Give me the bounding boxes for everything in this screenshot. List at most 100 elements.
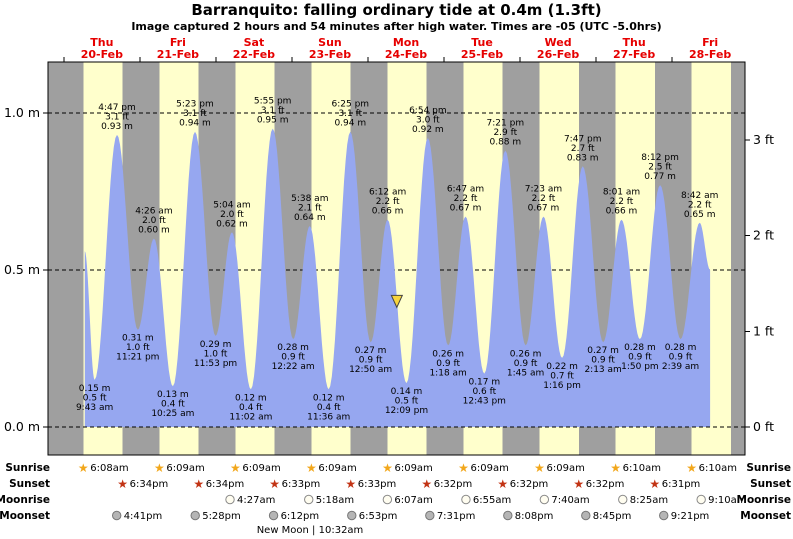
tide-event-label: 0.65 m [684, 210, 716, 220]
sunset-star-icon: ★ [497, 477, 508, 491]
almanac-entries: ★ 6:08am ★ 6:09am ★ 6:09am ★ 6:09am ★ 6:09am ★ 6:09… [78, 461, 747, 522]
day-label-dow: Sun [318, 36, 342, 49]
tide-event-label: 0.26 m [510, 349, 542, 359]
sunset-time: 6:32pm [586, 479, 625, 490]
tide-event-label: 1:18 am [429, 368, 466, 378]
moonrise-label-left: Moonrise [0, 494, 50, 506]
moonrise-moon-icon [461, 494, 471, 505]
sunrise-star-icon: ★ [306, 461, 317, 475]
moonset-moon-icon [581, 510, 591, 521]
right-axis-label: 2 ft [753, 228, 774, 243]
tide-event-label: 2:13 am [584, 365, 621, 375]
day-label-dow: Wed [545, 36, 572, 49]
tide-event-label: 0.15 m [79, 384, 111, 394]
day-label-date: 27-Feb [613, 48, 655, 61]
sunset-time: 6:33pm [282, 479, 321, 490]
sunrise-time: 6:10am [699, 463, 737, 474]
moonrise-time: 7:40am [551, 495, 589, 506]
tide-event-label: 0.94 m [334, 119, 366, 129]
sunrise-time: 6:09am [318, 463, 356, 474]
sunset-star-icon: ★ [117, 477, 128, 491]
tide-event-label: 0.60 m [138, 226, 170, 236]
sunset-label-left: Sunset [9, 478, 50, 490]
left-axis-label: 0.5 m [4, 262, 40, 277]
moonset-time: 6:53pm [359, 511, 398, 522]
sunset-star-icon: ★ [649, 477, 660, 491]
tide-event-label: 0.17 m [468, 378, 500, 388]
tide-event-label: 3.1 ft [261, 106, 285, 116]
tide-event-label: 5:04 am [213, 200, 250, 210]
tide-event-label: 1.0 ft [126, 343, 150, 353]
tide-event-label: 8:01 am [603, 188, 640, 198]
sunrise-time: 6:09am [547, 463, 585, 474]
moonrise-moon-icon [696, 494, 706, 505]
moonset-label-right: Moonset [740, 510, 791, 522]
day-label-date: 22-Feb [233, 48, 275, 61]
moonset-moon-icon [111, 510, 122, 521]
tide-event-label: 5:55 pm [254, 97, 292, 107]
tide-event-label: 2.2 ft [532, 194, 556, 204]
tide-event-label: 11:02 am [229, 412, 272, 422]
tide-curve-area [84, 128, 711, 427]
tide-event-label: 0.88 m [489, 138, 521, 148]
moonset-time: 8:45pm [593, 511, 632, 522]
sunrise-star-icon: ★ [230, 461, 241, 475]
tide-event-label: 0.66 m [606, 207, 638, 217]
tide-event-label: 0.4 ft [317, 403, 341, 413]
day-label-date: 26-Feb [537, 48, 579, 61]
moonset-moon-icon [268, 510, 279, 521]
tide-event-label: 12:43 pm [463, 397, 506, 407]
sunrise-star-icon: ★ [610, 461, 621, 475]
tide-event-label: 0.92 m [412, 125, 444, 135]
tide-event-label: 2.5 ft [648, 163, 672, 173]
moonrise-time: 8:25am [630, 495, 668, 506]
tide-event-label: 0.9 ft [628, 353, 652, 363]
tide-event-label: 4:26 am [135, 207, 172, 217]
tide-event-label: 4:47 pm [98, 103, 136, 113]
sunset-star-icon: ★ [193, 477, 204, 491]
moonrise-moon-icon [382, 494, 393, 505]
plot-border [47, 61, 746, 456]
tide-event-label: 9:43 am [76, 403, 113, 413]
day-label-date: 25-Feb [461, 48, 503, 61]
day-labels: Thu20-FebFri21-FebSat22-FebSun23-FebMon2… [81, 36, 732, 61]
moonrise-time: 6:55am [473, 495, 511, 506]
right-axis-label: 1 ft [753, 323, 774, 338]
tide-event-label: 3.1 ft [105, 112, 129, 122]
moonrise-moon-icon [539, 494, 550, 505]
sunrise-time: 6:09am [471, 463, 509, 474]
sunrise-label-left: Sunrise [5, 462, 50, 474]
tide-event-label: 7:47 pm [564, 134, 602, 144]
sunset-star-icon: ★ [573, 477, 584, 491]
tide-event-label: 5:38 am [291, 194, 328, 204]
left-axis-label: 0.0 m [4, 419, 40, 434]
day-label-date: 21-Feb [157, 48, 199, 61]
tide-event-label: 11:21 pm [116, 353, 159, 363]
day-label-date: 24-Feb [385, 48, 427, 61]
tide-event-label: 7:21 pm [487, 119, 525, 129]
sunset-time: 6:32pm [434, 479, 473, 490]
tide-event-label: 2.7 ft [571, 144, 595, 154]
right-axis-label: 3 ft [753, 132, 774, 147]
sunset-label-right: Sunset [750, 478, 791, 490]
tide-event-label: 0.4 ft [161, 400, 185, 410]
tide-event-label: 7:23 am [525, 185, 562, 195]
tide-event-label: 0.93 m [101, 122, 133, 132]
moon-phase-text: New Moon | 10:32am [257, 525, 364, 536]
tide-event-label: 0.28 m [624, 343, 656, 353]
tide-event-label: 0.83 m [567, 153, 599, 163]
sunrise-star-icon: ★ [534, 461, 545, 475]
day-label-date: 20-Feb [81, 48, 123, 61]
sunrise-star-icon: ★ [78, 461, 89, 475]
tide-event-labels: 0.15 m0.5 ft9:43 am4:47 pm3.1 ft0.93 m0.… [76, 97, 718, 423]
tide-event-label: 12:09 pm [385, 406, 428, 416]
tide-event-label: 0.66 m [372, 207, 404, 217]
almanac-row-labels: Sunrise Sunrise Sunset Sunset Moonrise M… [0, 462, 791, 536]
tide-event-label: 0.9 ft [514, 359, 538, 369]
tide-event-label: 1:16 pm [543, 381, 581, 391]
tide-event-label: 8:12 pm [641, 153, 679, 163]
moonrise-time: 6:07am [394, 495, 432, 506]
tide-event-label: 2.1 ft [298, 203, 322, 213]
